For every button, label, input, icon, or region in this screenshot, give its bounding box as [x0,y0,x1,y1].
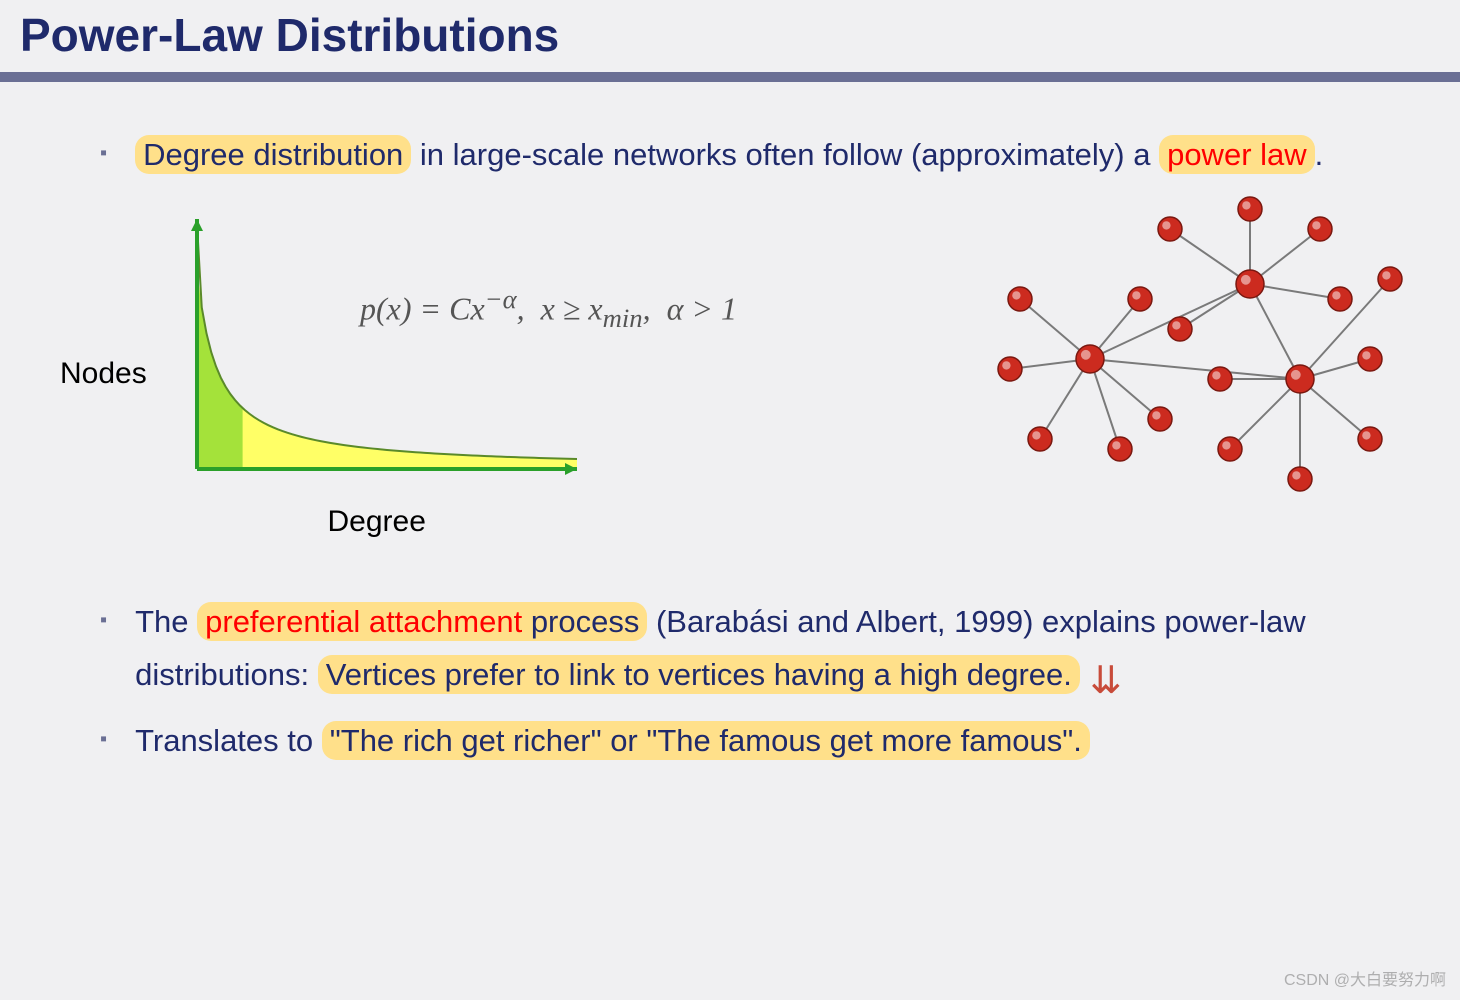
watermark: CSDN @大白要努力啊 [1284,966,1446,990]
bullet-marker-icon: ▪ [100,142,107,165]
chart-x-label: Degree [328,505,426,539]
highlight-pref-attach: preferential attachment process [197,602,647,641]
bullet-3: ▪ Translates to "The rich get richer" or… [60,718,1400,765]
chart-y-label: Nodes [60,357,147,391]
network-diagram [970,189,1420,524]
figure-area: Nodes Degree p(x) = Cx−α, x ≥ xmin, α > … [60,209,1400,539]
content-area: ▪ Degree distribution in large-scale net… [0,82,1460,765]
arrow-down-icon: ⇊ [1090,660,1122,702]
bullet-1: ▪ Degree distribution in large-scale net… [60,132,1400,179]
bullet-3-text: Translates to "The rich get richer" or "… [135,718,1090,765]
highlight-rich-get-richer: "The rich get richer" or "The famous get… [322,721,1090,760]
bullet-marker-icon: ▪ [100,728,107,751]
highlight-degree-distribution: Degree distribution [135,135,411,174]
highlight-power-law: power law [1159,135,1315,174]
bullet-2-text: The preferential attachment process (Bar… [135,599,1400,703]
bullet-2: ▪ The preferential attachment process (B… [60,599,1400,703]
network-svg [970,189,1420,519]
chart-svg-wrap: Degree [157,209,597,539]
title-bar: Power-Law Distributions [0,0,1460,72]
chart-curve-svg [157,209,597,499]
chart-formula: p(x) = Cx−α, x ≥ xmin, α > 1 [360,284,737,334]
bullet-marker-icon: ▪ [100,609,107,632]
page-title: Power-Law Distributions [20,8,1440,62]
title-divider [0,72,1460,82]
bullet-1-text: Degree distribution in large-scale netwo… [135,132,1323,179]
power-law-chart: Nodes Degree [60,209,597,539]
highlight-vertices-prefer: Vertices prefer to link to vertices havi… [318,655,1080,694]
